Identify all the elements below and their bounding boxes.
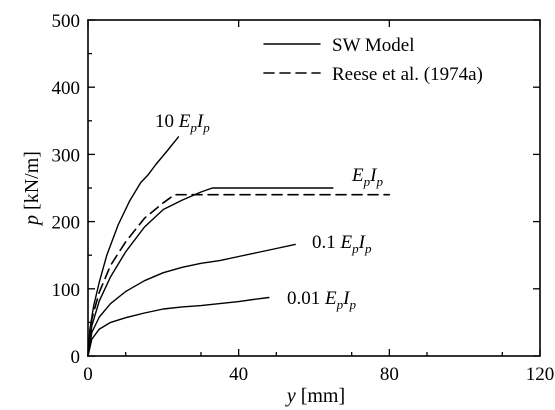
y-tick-label: 100: [52, 280, 81, 301]
series-line-4: [87, 193, 391, 357]
legend-label-reese: Reese et al. (1974a): [332, 64, 483, 85]
x-tick-label: 120: [526, 364, 555, 385]
series-line-2: [87, 243, 296, 357]
series-line-0: [87, 136, 180, 357]
legend-label-sw-model: SW Model: [332, 35, 415, 56]
y-tick-label: 300: [52, 145, 81, 166]
annotation-0.01-epip: 0.01 EpIp: [287, 288, 356, 312]
series-layer: [87, 136, 391, 357]
series-line-1: [87, 187, 334, 357]
y-tick-label: 200: [52, 213, 81, 234]
annotation-epip: EpIp: [351, 165, 383, 189]
x-tick-label: 0: [83, 364, 93, 385]
y-tick-label: 500: [52, 11, 81, 32]
x-tick-label: 80: [380, 364, 399, 385]
series-annotations: 10 EpIp EpIp 0.1 EpIp 0.01 EpIp: [155, 111, 383, 312]
x-axis-title: y [mm]: [285, 385, 345, 407]
y-tick-label: 0: [71, 347, 81, 368]
series-line-3: [87, 296, 270, 357]
y-tick-label: 400: [52, 78, 81, 99]
axis-ticks: [87, 19, 541, 357]
legend: SW Model Reese et al. (1974a): [263, 35, 483, 85]
axis-tick-labels: 0 40 80 120 0 100 200 300 400 500: [52, 11, 555, 385]
annotation-0.1-epip: 0.1 EpIp: [312, 232, 372, 256]
annotation-10-epip: 10 EpIp: [155, 111, 210, 135]
y-axis-title: p [kN/m]: [21, 151, 43, 227]
x-tick-label: 40: [229, 364, 248, 385]
